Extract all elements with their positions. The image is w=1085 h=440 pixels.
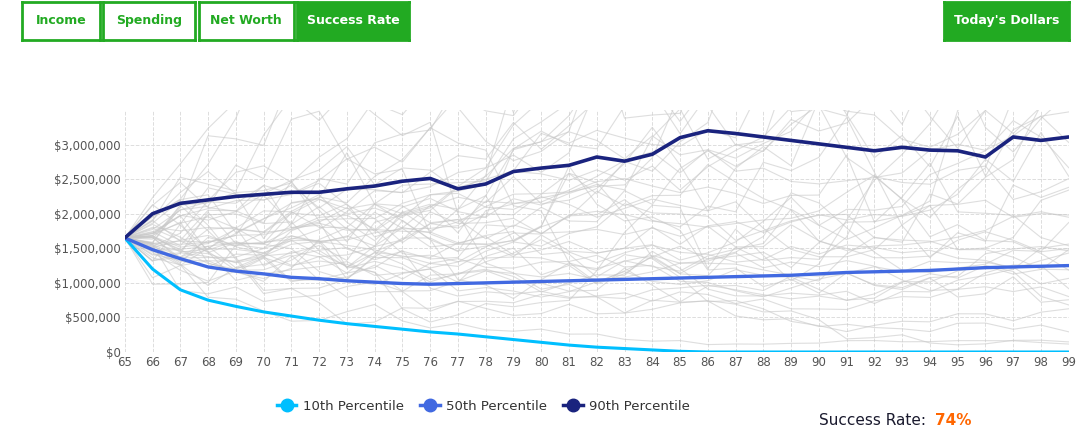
Text: Spending: Spending [116,15,182,27]
Text: Income: Income [36,15,86,27]
Text: Success Rate: Success Rate [307,15,399,27]
Text: Today's Dollars: Today's Dollars [954,15,1059,27]
Text: Net Worth: Net Worth [210,15,282,27]
Legend: 10th Percentile, 50th Percentile, 90th Percentile: 10th Percentile, 50th Percentile, 90th P… [271,394,695,418]
Text: 74%: 74% [935,413,972,428]
Text: Success Rate:: Success Rate: [819,413,927,428]
